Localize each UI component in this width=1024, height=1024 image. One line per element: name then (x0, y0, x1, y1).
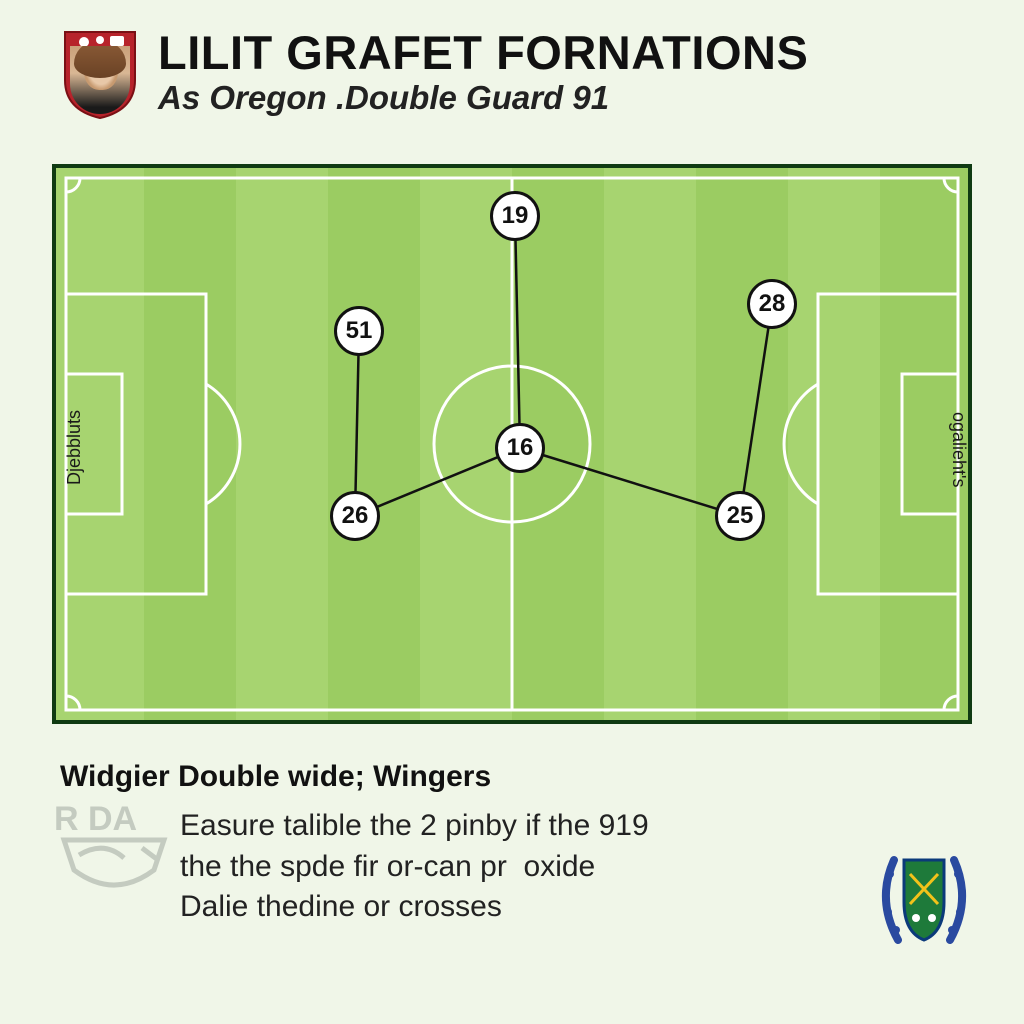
desc-line: Easure talible the 2 pinby if the 919 (180, 806, 964, 847)
page-subtitle: As Oregon .Double Guard 91 (158, 79, 974, 117)
side-label-left: Djebbluts (64, 410, 85, 485)
footer-description: Easure talible the 2 pinby if the 919 th… (180, 806, 964, 928)
desc-line: the the spde fir or-can pr oxide (180, 847, 964, 888)
logo-right (874, 840, 974, 960)
pitch-diagram: 19 51 28 16 26 25 (52, 164, 972, 724)
side-label-right: ogalieht's (948, 412, 969, 488)
avatar (70, 46, 130, 114)
header-crest (60, 28, 140, 120)
player-marker: 26 (330, 491, 380, 541)
player-marker: 28 (747, 279, 797, 329)
player-marker: 25 (715, 491, 765, 541)
player-marker: 16 (495, 423, 545, 473)
logo-left: R DA (54, 800, 174, 900)
logo-left-text: R DA (54, 800, 137, 838)
player-marker: 19 (490, 191, 540, 241)
shield-icon (904, 860, 944, 940)
footer-tagline: Widgier Double wide; Wingers (60, 760, 964, 794)
desc-line: Dalie thedine or crosses (180, 887, 964, 928)
player-marker: 51 (334, 306, 384, 356)
page-title: LILIT GRAFET FORNATIONS (158, 28, 974, 77)
